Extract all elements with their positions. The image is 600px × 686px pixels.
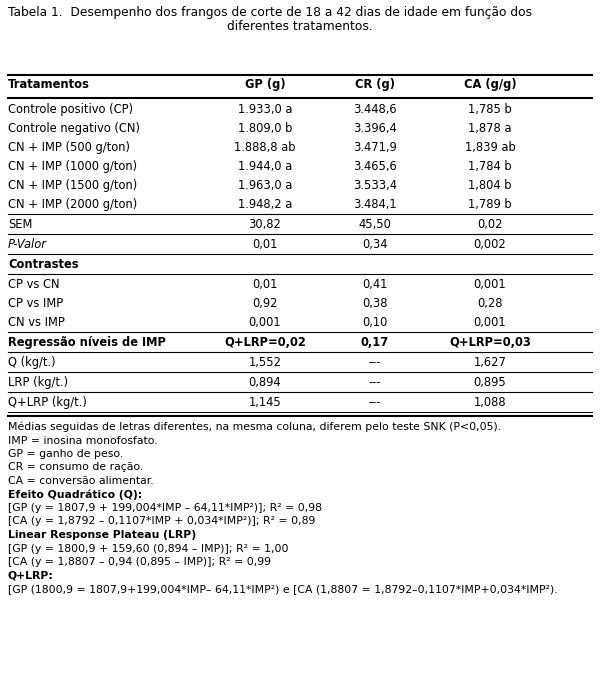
Text: Regressão níveis de IMP: Regressão níveis de IMP bbox=[8, 336, 166, 349]
Text: 1,145: 1,145 bbox=[248, 396, 281, 409]
Text: 1.933,0 a: 1.933,0 a bbox=[238, 103, 292, 116]
Text: 3.533,4: 3.533,4 bbox=[353, 179, 397, 192]
Text: Linear Response Plateau (LRP): Linear Response Plateau (LRP) bbox=[8, 530, 196, 540]
Text: GP (g): GP (g) bbox=[245, 78, 286, 91]
Text: ---: --- bbox=[369, 376, 381, 389]
Text: 0,92: 0,92 bbox=[252, 297, 278, 310]
Text: Q+LRP:: Q+LRP: bbox=[8, 571, 54, 580]
Text: [GP (1800,9 = 1807,9+199,004*IMP– 64,11*IMP²) e [CA (1,8807 = 1,8792–0,1107*IMP+: [GP (1800,9 = 1807,9+199,004*IMP– 64,11*… bbox=[8, 584, 557, 594]
Text: Médias seguidas de letras diferentes, na mesma coluna, diferem pelo teste SNK (P: Médias seguidas de letras diferentes, na… bbox=[8, 422, 501, 432]
Text: 1,789 b: 1,789 b bbox=[468, 198, 512, 211]
Text: [CA (y = 1,8792 – 0,1107*IMP + 0,034*IMP²)]; R² = 0,89: [CA (y = 1,8792 – 0,1107*IMP + 0,034*IMP… bbox=[8, 517, 316, 526]
Text: Q+LRP=0,03: Q+LRP=0,03 bbox=[449, 336, 531, 349]
Text: 1,839 ab: 1,839 ab bbox=[464, 141, 515, 154]
Text: [CA (y = 1,8807 – 0,94 (0,895 – IMP)]; R² = 0,99: [CA (y = 1,8807 – 0,94 (0,895 – IMP)]; R… bbox=[8, 557, 271, 567]
Text: 0,17: 0,17 bbox=[361, 336, 389, 349]
Text: Tratamentos: Tratamentos bbox=[8, 78, 90, 91]
Text: 3.448,6: 3.448,6 bbox=[353, 103, 397, 116]
Text: 3.484,1: 3.484,1 bbox=[353, 198, 397, 211]
Text: diferentes tratamentos.: diferentes tratamentos. bbox=[227, 20, 373, 33]
Text: 3.396,4: 3.396,4 bbox=[353, 122, 397, 135]
Text: 3.465,6: 3.465,6 bbox=[353, 160, 397, 173]
Text: 1,804 b: 1,804 b bbox=[468, 179, 512, 192]
Text: CR (g): CR (g) bbox=[355, 78, 395, 91]
Text: Contrastes: Contrastes bbox=[8, 258, 79, 271]
Text: 0,002: 0,002 bbox=[473, 238, 506, 251]
Text: 0,10: 0,10 bbox=[362, 316, 388, 329]
Text: 45,50: 45,50 bbox=[359, 218, 391, 231]
Text: 0,02: 0,02 bbox=[477, 218, 503, 231]
Text: 1.809,0 b: 1.809,0 b bbox=[238, 122, 292, 135]
Text: 30,82: 30,82 bbox=[248, 218, 281, 231]
Text: 0,38: 0,38 bbox=[362, 297, 388, 310]
Text: CA (g/g): CA (g/g) bbox=[464, 78, 517, 91]
Text: 0,895: 0,895 bbox=[473, 376, 506, 389]
Text: [GP (y = 1800,9 + 159,60 (0,894 – IMP)]; R² = 1,00: [GP (y = 1800,9 + 159,60 (0,894 – IMP)];… bbox=[8, 543, 289, 554]
Text: 1,878 a: 1,878 a bbox=[468, 122, 512, 135]
Text: 0,001: 0,001 bbox=[473, 278, 506, 291]
Text: 1,088: 1,088 bbox=[473, 396, 506, 409]
Text: IMP = inosina monofosfato.: IMP = inosina monofosfato. bbox=[8, 436, 158, 445]
Text: [GP (y = 1807,9 + 199,004*IMP – 64,11*IMP²)]; R² = 0,98: [GP (y = 1807,9 + 199,004*IMP – 64,11*IM… bbox=[8, 503, 322, 513]
Text: CA = conversão alimentar.: CA = conversão alimentar. bbox=[8, 476, 154, 486]
Text: 0,894: 0,894 bbox=[248, 376, 281, 389]
Text: 1.888,8 ab: 1.888,8 ab bbox=[234, 141, 296, 154]
Text: 1.963,0 a: 1.963,0 a bbox=[238, 179, 292, 192]
Text: Q+LRP=0,02: Q+LRP=0,02 bbox=[224, 336, 306, 349]
Text: 0,34: 0,34 bbox=[362, 238, 388, 251]
Text: ---: --- bbox=[369, 396, 381, 409]
Text: CN + IMP (1500 g/ton): CN + IMP (1500 g/ton) bbox=[8, 179, 137, 192]
Text: 0,28: 0,28 bbox=[477, 297, 503, 310]
Text: 1,627: 1,627 bbox=[473, 356, 506, 369]
Text: 3.471,9: 3.471,9 bbox=[353, 141, 397, 154]
Text: 1,785 b: 1,785 b bbox=[468, 103, 512, 116]
Text: Q (kg/t.): Q (kg/t.) bbox=[8, 356, 56, 369]
Text: SEM: SEM bbox=[8, 218, 32, 231]
Text: CR = consumo de ração.: CR = consumo de ração. bbox=[8, 462, 143, 473]
Text: LRP (kg/t.): LRP (kg/t.) bbox=[8, 376, 68, 389]
Text: P-Valor: P-Valor bbox=[8, 238, 47, 251]
Text: Controle positivo (CP): Controle positivo (CP) bbox=[8, 103, 133, 116]
Text: CN + IMP (1000 g/ton): CN + IMP (1000 g/ton) bbox=[8, 160, 137, 173]
Text: 0,01: 0,01 bbox=[253, 278, 278, 291]
Text: 0,41: 0,41 bbox=[362, 278, 388, 291]
Text: 0,001: 0,001 bbox=[248, 316, 281, 329]
Text: 1,552: 1,552 bbox=[248, 356, 281, 369]
Text: CP vs CN: CP vs CN bbox=[8, 278, 59, 291]
Text: CP vs IMP: CP vs IMP bbox=[8, 297, 63, 310]
Text: Q+LRP (kg/t.): Q+LRP (kg/t.) bbox=[8, 396, 87, 409]
Text: 0,01: 0,01 bbox=[253, 238, 278, 251]
Text: 0,001: 0,001 bbox=[473, 316, 506, 329]
Text: Controle negativo (CN): Controle negativo (CN) bbox=[8, 122, 140, 135]
Text: ---: --- bbox=[369, 356, 381, 369]
Text: Efeito Quadrático (Q):: Efeito Quadrático (Q): bbox=[8, 490, 142, 500]
Text: 1.944,0 a: 1.944,0 a bbox=[238, 160, 292, 173]
Text: 1,784 b: 1,784 b bbox=[468, 160, 512, 173]
Text: CN + IMP (500 g/ton): CN + IMP (500 g/ton) bbox=[8, 141, 130, 154]
Text: CN + IMP (2000 g/ton): CN + IMP (2000 g/ton) bbox=[8, 198, 137, 211]
Text: 1.948,2 a: 1.948,2 a bbox=[238, 198, 292, 211]
Text: GP = ganho de peso.: GP = ganho de peso. bbox=[8, 449, 123, 459]
Text: Tabela 1.  Desempenho dos frangos de corte de 18 a 42 dias de idade em função do: Tabela 1. Desempenho dos frangos de cort… bbox=[8, 6, 532, 19]
Text: CN vs IMP: CN vs IMP bbox=[8, 316, 65, 329]
